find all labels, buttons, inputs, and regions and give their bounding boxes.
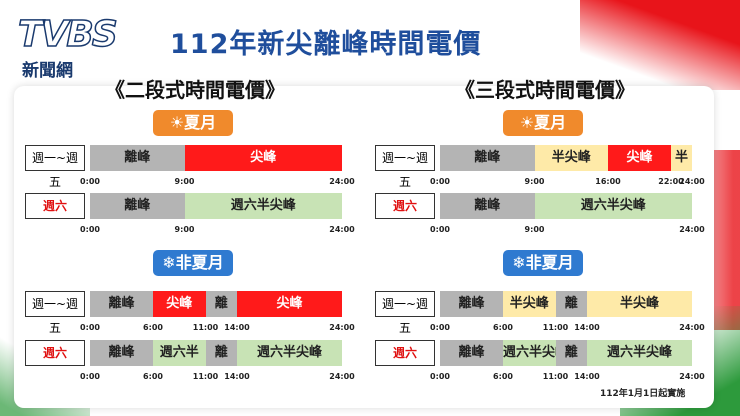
time-tick: 0:00: [430, 177, 450, 186]
panel-title: 《三段式時間電價》: [455, 78, 635, 102]
period-segment: 離峰: [90, 193, 185, 219]
time-tick: 6:00: [143, 372, 163, 381]
time-tick: 24:00: [329, 225, 355, 234]
season-badge: ☀夏月: [153, 110, 233, 136]
title: 112年新尖離峰時間電價: [170, 29, 482, 60]
day-label: 週六: [25, 340, 85, 366]
day-label: 週六: [375, 340, 435, 366]
period-segment: 離峰: [90, 340, 153, 366]
logo: TVBS: [17, 13, 118, 56]
season-badge: ❄非夏月: [153, 250, 233, 276]
time-tick: 14:00: [224, 372, 250, 381]
time-tick: 9:00: [174, 225, 195, 234]
period-segment: 尖峰: [608, 145, 671, 171]
day-label: 週六: [375, 193, 435, 219]
period-segment: 離峰: [440, 193, 535, 219]
period-segment: 半尖峰: [534, 145, 608, 171]
logo-sub: 新聞網: [22, 61, 73, 81]
period-segment: 離: [205, 340, 237, 366]
time-tick: 0:00: [430, 372, 450, 381]
time-tick: 0:00: [80, 372, 100, 381]
season-badge: ❄非夏月: [503, 250, 583, 276]
panel-title: 《二段式時間電價》: [105, 78, 285, 102]
time-tick: 0:00: [430, 225, 450, 234]
time-tick: 0:00: [80, 177, 100, 186]
time-tick: 16:00: [595, 177, 621, 186]
time-tick: 22:00: [658, 177, 684, 186]
time-tick: 14:00: [574, 372, 600, 381]
day-label: 週一~週五: [25, 145, 85, 189]
period-segment: 尖峰: [237, 291, 342, 317]
time-tick: 0:00: [80, 225, 100, 234]
day-label: 週一~週五: [25, 291, 85, 335]
period-segment: 半尖峰: [503, 291, 556, 317]
period-segment: 半尖峰: [587, 291, 692, 317]
time-tick: 6:00: [493, 372, 513, 381]
period-segment: 離峰: [440, 340, 503, 366]
time-tick: 24:00: [329, 323, 355, 332]
time-tick: 24:00: [679, 323, 705, 332]
footer: 112年1月1日起實施: [600, 389, 686, 399]
period-segment: 離峰: [440, 145, 535, 171]
period-segment: 尖峰: [153, 291, 206, 317]
time-tick: 11:00: [192, 372, 219, 381]
period-segment: 週六半尖峰: [587, 340, 692, 366]
season-badge: ☀夏月: [503, 110, 583, 136]
period-segment: 離: [555, 340, 587, 366]
day-label: 週一~週五: [375, 291, 435, 335]
time-tick: 11:00: [542, 372, 569, 381]
period-segment: 半: [671, 145, 692, 171]
time-tick: 14:00: [574, 323, 600, 332]
day-label: 週一~週五: [375, 145, 435, 189]
time-tick: 24:00: [329, 372, 355, 381]
time-tick: 9:00: [524, 225, 545, 234]
period-segment: 週六半尖峰: [534, 193, 692, 219]
time-tick: 11:00: [192, 323, 219, 332]
period-segment: 週六半尖峰: [503, 340, 556, 366]
period-segment: 週六半: [153, 340, 206, 366]
period-segment: 離峰: [90, 145, 185, 171]
period-segment: 尖峰: [184, 145, 342, 171]
period-segment: 離: [555, 291, 587, 317]
time-tick: 11:00: [542, 323, 569, 332]
time-tick: 9:00: [174, 177, 195, 186]
time-tick: 0:00: [80, 323, 100, 332]
day-label: 週六: [25, 193, 85, 219]
time-tick: 24:00: [329, 177, 355, 186]
time-tick: 6:00: [493, 323, 513, 332]
time-tick: 0:00: [430, 323, 450, 332]
period-segment: 離: [205, 291, 237, 317]
time-tick: 14:00: [224, 323, 250, 332]
time-tick: 24:00: [679, 372, 705, 381]
time-tick: 24:00: [679, 225, 705, 234]
period-segment: 週六半尖峰: [184, 193, 342, 219]
period-segment: 週六半尖峰: [237, 340, 342, 366]
period-segment: 離峰: [90, 291, 153, 317]
time-tick: 6:00: [143, 323, 163, 332]
time-tick: 24:00: [679, 177, 705, 186]
decoration: [580, 0, 740, 90]
time-tick: 9:00: [524, 177, 545, 186]
period-segment: 離峰: [440, 291, 503, 317]
